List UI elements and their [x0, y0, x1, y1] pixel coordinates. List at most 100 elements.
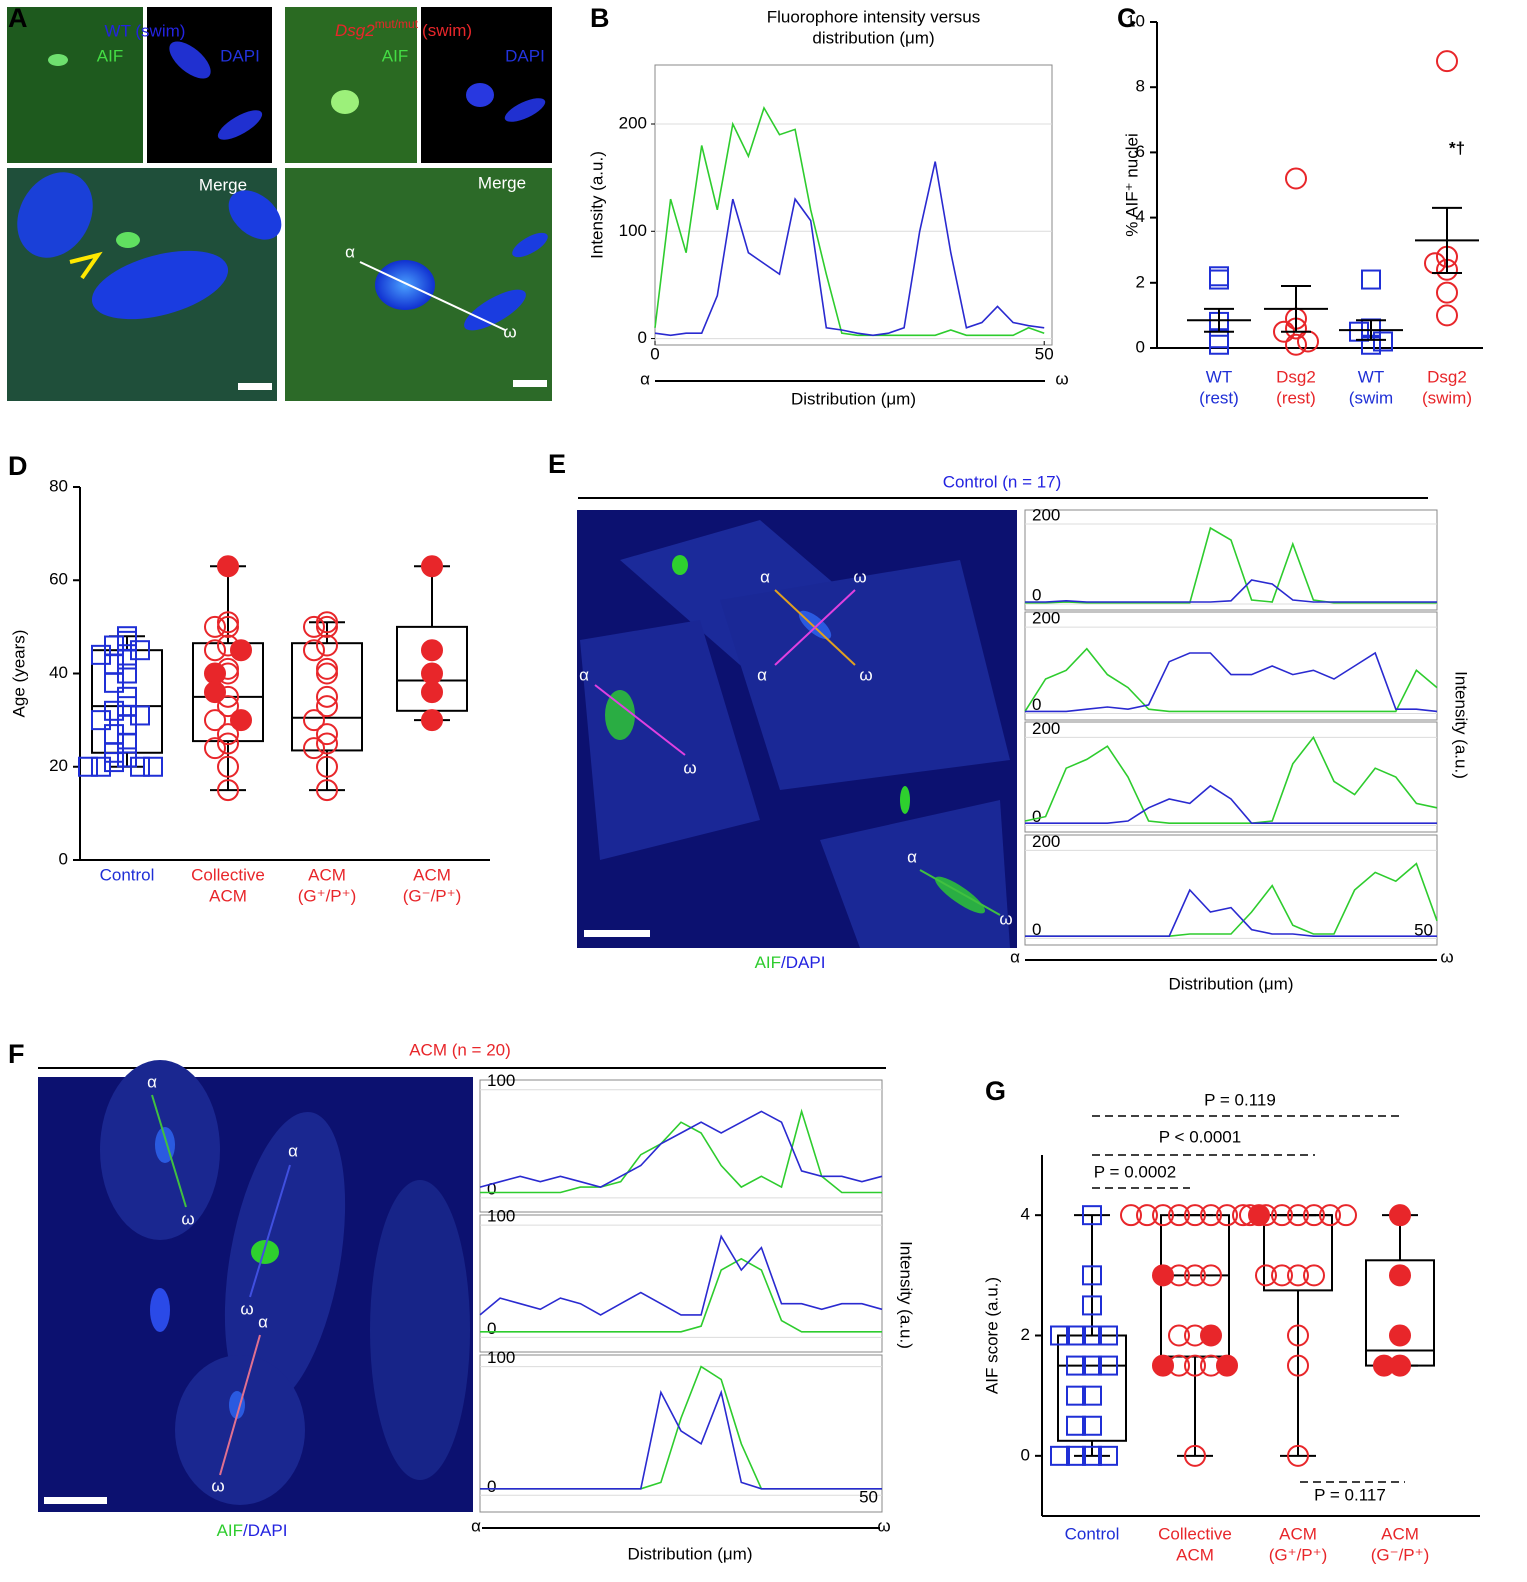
point [1255, 1204, 1277, 1227]
p-value: P = 0.117 [1314, 1485, 1386, 1504]
blob [116, 232, 140, 248]
profile-trace [1025, 579, 1437, 603]
y-tick-label: 2 [1136, 272, 1145, 291]
point [217, 695, 239, 718]
point [217, 555, 239, 578]
cell [580, 620, 760, 860]
point [1184, 1204, 1206, 1227]
blob [228, 190, 282, 240]
y-tick-label: 0 [487, 1319, 496, 1338]
image [285, 7, 417, 163]
cell [720, 560, 1010, 790]
alpha: α [288, 1141, 298, 1160]
point [1082, 1355, 1102, 1376]
nucleus [150, 1288, 170, 1332]
profile-trace [479, 1110, 883, 1188]
point [1436, 281, 1458, 304]
panel-label: B [590, 3, 610, 33]
x-tick-label: WT [1358, 367, 1384, 386]
stain-aif: AIF [217, 1521, 243, 1540]
point [91, 710, 111, 731]
x-tick-label: ACM [209, 886, 247, 905]
whisker [1074, 1214, 1110, 1336]
y-tick-label: 200 [619, 113, 647, 132]
x-tick-label: Dsg2 [1276, 367, 1316, 386]
y-tick-label: 100 [487, 1348, 515, 1367]
profile-trace [480, 1108, 882, 1194]
point [316, 662, 338, 685]
point [316, 779, 338, 802]
blob [48, 54, 68, 66]
profile-trace [1025, 784, 1437, 824]
point [1255, 1264, 1277, 1287]
point [1209, 334, 1229, 355]
point [204, 737, 226, 760]
x-tick-label: (rest) [1276, 388, 1316, 407]
y-tick-label: 10 [1126, 11, 1145, 30]
aif-label: AIF [382, 46, 408, 65]
annotation: *† [1449, 139, 1465, 158]
point [217, 755, 239, 778]
y-axis-label: Age (years) [9, 630, 28, 718]
y-tick-label: 0 [1021, 1445, 1030, 1464]
alpha: α [757, 665, 767, 684]
x-tick-label: 50 [1414, 920, 1433, 939]
x-tick-label: 50 [1035, 344, 1054, 363]
point [1285, 333, 1307, 356]
blob [169, 41, 211, 79]
point [143, 756, 163, 777]
y-tick-label: 0 [487, 1477, 496, 1496]
omega: ω [877, 1516, 890, 1535]
point [130, 756, 150, 777]
y-tick-label: 40 [49, 663, 68, 682]
x-axis-label: Distribution (μm) [1168, 974, 1293, 993]
point [1239, 1204, 1261, 1227]
y-tick-label: 0 [1032, 807, 1041, 826]
point [303, 639, 325, 662]
point [1098, 1355, 1118, 1376]
error-bar [1356, 319, 1386, 341]
panel-label: C [1117, 3, 1137, 33]
point [1200, 1264, 1222, 1287]
point [1303, 1264, 1325, 1287]
y-tick-label: 0 [1032, 695, 1041, 714]
y-axis-label: Intensity (a.u.) [587, 151, 606, 259]
point [1066, 1385, 1086, 1406]
stain-label: AIF/DAPI [755, 953, 826, 972]
point [1303, 1204, 1325, 1227]
axis-start: α [640, 369, 650, 388]
point [104, 672, 124, 693]
point [1271, 1204, 1293, 1227]
point [316, 732, 338, 755]
dapi-label: DAPI [505, 46, 545, 65]
plot-frame [479, 1214, 883, 1353]
blob [91, 250, 229, 320]
alpha: α [760, 567, 770, 586]
y-tick-label: 8 [1136, 77, 1145, 96]
point [1287, 1264, 1309, 1287]
point [204, 662, 226, 685]
image [7, 7, 143, 163]
point [1152, 1264, 1174, 1287]
point [1082, 1265, 1102, 1286]
y-tick-label: 100 [619, 221, 647, 240]
panel-e-title: Control (n = 17) [943, 472, 1062, 491]
whisker [109, 635, 145, 651]
plot-frame [1024, 834, 1438, 946]
x-tick-label: ACM [413, 865, 451, 884]
plot-frame [1024, 509, 1438, 611]
x-axis-label: Distribution (μm) [791, 389, 916, 408]
point [204, 709, 226, 732]
y-tick-label: 200 [1032, 505, 1060, 524]
x-tick-label: (swim) [1422, 388, 1472, 407]
y-axis-label: AIF score (a.u.) [982, 1277, 1001, 1394]
stain-dapi: /DAPI [243, 1521, 287, 1540]
aif-spot [672, 555, 688, 575]
point [1066, 1415, 1086, 1436]
point [217, 611, 239, 634]
point [421, 681, 443, 704]
omega: ω [211, 1476, 224, 1495]
profile-trace [480, 1389, 882, 1490]
point [1216, 1204, 1238, 1227]
omega: ω [503, 322, 516, 341]
